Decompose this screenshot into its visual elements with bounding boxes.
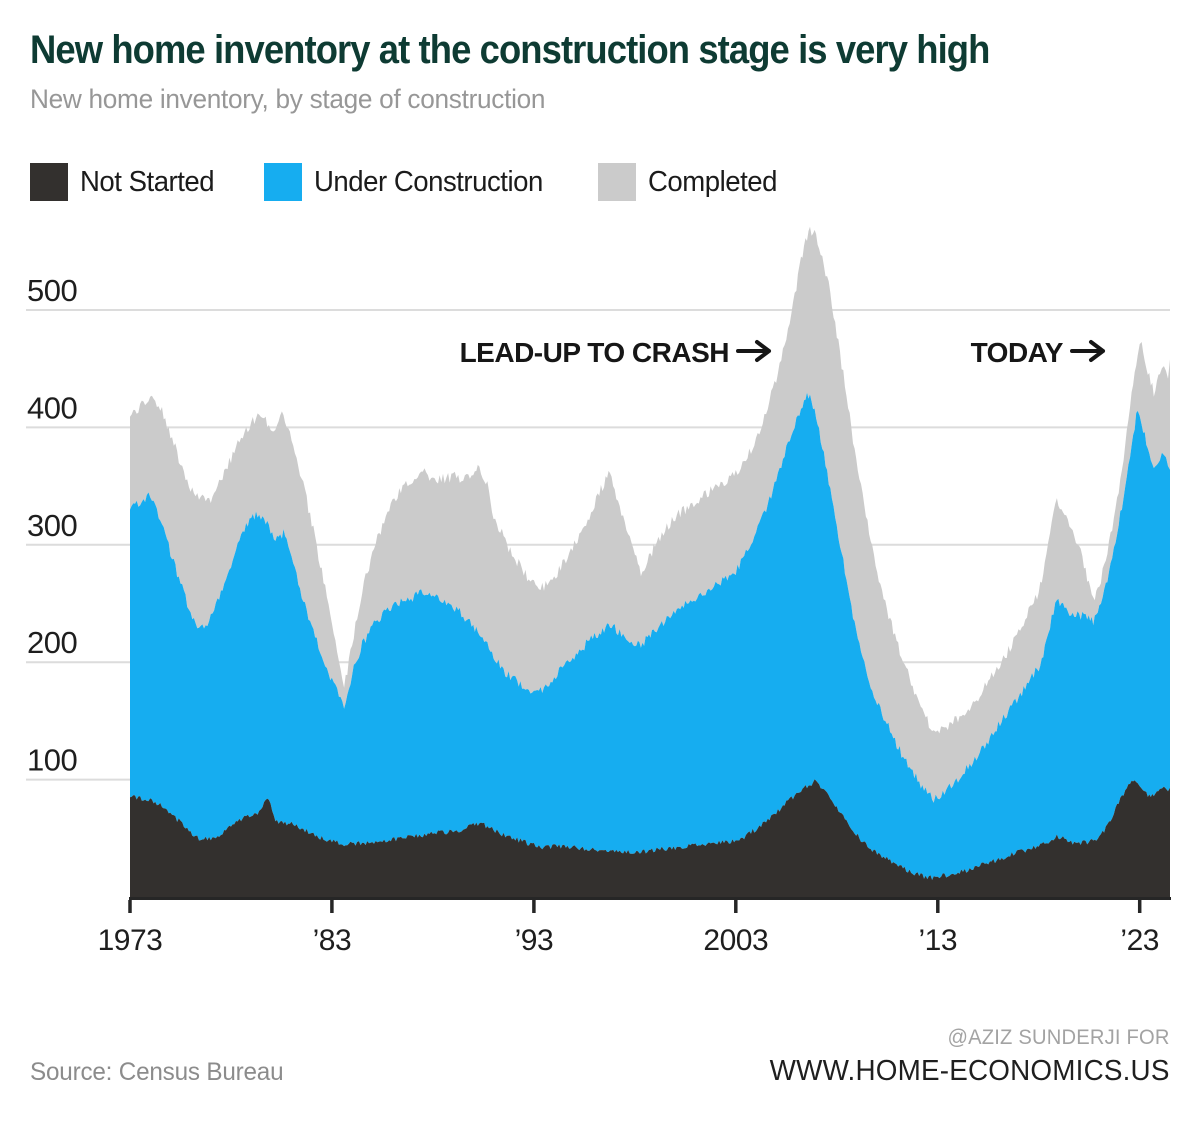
under-construction-swatch-icon	[264, 163, 303, 201]
legend-label: Under Construction	[314, 165, 543, 198]
area-series	[130, 226, 1170, 897]
x-axis-tick-label: 2003	[703, 924, 768, 957]
not-started-swatch-icon	[30, 163, 68, 201]
x-axis: 1973 ’83 ’93 2003 ’13 ’23	[98, 897, 1171, 957]
under-construction-area	[130, 392, 1170, 880]
page-subtitle: New home inventory, by stage of construc…	[30, 84, 546, 114]
arrow-right-icon	[1070, 340, 1105, 362]
legend: Not Started Under Construction Completed	[30, 163, 784, 201]
legend-label: Not Started	[80, 165, 215, 198]
not-started-area	[130, 779, 1170, 897]
y-axis-tick-label: 400	[27, 390, 77, 425]
source-note: Source: Census Bureau	[30, 1058, 284, 1086]
x-axis-tick-label: ’23	[1120, 924, 1159, 957]
completed-swatch-icon	[598, 163, 637, 201]
x-axis-tick-label: 1973	[98, 924, 163, 957]
annotation-today: TODAY	[971, 337, 1105, 368]
x-axis-tick-label: ’13	[919, 924, 958, 957]
credit-site: WWW.HOME-ECONOMICS.US	[770, 1055, 1170, 1087]
legend-item-completed: Completed	[598, 163, 784, 201]
annotation-lead-up-to-crash: LEAD-UP TO CRASH	[460, 337, 771, 368]
credit: @AZIZ SUNDERJI FOR WWW.HOME-ECONOMICS.US	[753, 1026, 1170, 1088]
x-axis-tick-label: ’83	[313, 924, 352, 957]
legend-label: Completed	[648, 165, 777, 198]
y-axis-tick-label: 500	[27, 273, 77, 308]
y-axis-tick-label: 100	[27, 743, 77, 778]
y-axis-tick-label: 200	[27, 625, 77, 660]
x-axis-tick-label: ’93	[515, 924, 554, 957]
arrow-right-icon	[736, 340, 771, 362]
credit-author: @AZIZ SUNDERJI FOR	[947, 1026, 1170, 1049]
annotation-label: LEAD-UP TO CRASH	[460, 337, 729, 368]
annotation-label: TODAY	[971, 337, 1064, 368]
legend-item-not-started: Not Started	[30, 163, 221, 201]
page-title: New home inventory at the construction s…	[30, 28, 990, 72]
y-axis-tick-label: 300	[27, 508, 77, 543]
legend-item-under-construction: Under Construction	[264, 163, 555, 201]
